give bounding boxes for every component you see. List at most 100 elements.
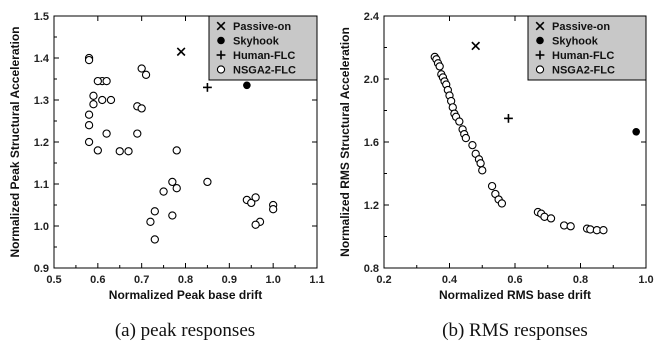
point-open-circle bbox=[172, 146, 181, 155]
y-tick-label: 1.0 bbox=[34, 221, 49, 233]
x-axis-label: Normalized RMS base drift bbox=[439, 288, 591, 302]
point-open-circle bbox=[84, 137, 94, 147]
legend-label: Human-FLC bbox=[552, 50, 614, 62]
peak-responses-panel: 0.5 0.6 0.7 0.8 0.9 1.0 1.1 0.9 1.0 1.1 1.2 1.3 1.4 1… bbox=[8, 11, 325, 341]
point-open-circle bbox=[435, 62, 444, 71]
legend-marker bbox=[217, 36, 225, 45]
point-open-circle bbox=[476, 159, 485, 168]
point-open-circle bbox=[89, 91, 98, 100]
point-open-circle bbox=[599, 226, 608, 235]
point-open-circle bbox=[146, 217, 155, 226]
point-x bbox=[471, 41, 481, 51]
legend-marker bbox=[216, 21, 226, 31]
point-open-circle bbox=[133, 129, 142, 138]
point-open-circle bbox=[172, 184, 181, 193]
legend-label: Skyhook bbox=[233, 36, 280, 48]
y-tick-label: 0.8 bbox=[364, 263, 379, 275]
point-plus bbox=[504, 113, 513, 123]
x-tick-label: 0.5 bbox=[46, 274, 61, 286]
point-open-circle bbox=[468, 140, 477, 150]
point-open-circle bbox=[455, 117, 464, 126]
legend-label: Human-FLC bbox=[233, 50, 295, 62]
panel-caption: (a) peak responses bbox=[115, 320, 255, 341]
legend-marker bbox=[216, 50, 226, 60]
point-open-circle bbox=[102, 129, 111, 138]
y-tick-label: 1.1 bbox=[34, 179, 49, 191]
point-open-circle bbox=[168, 177, 177, 187]
point-open-circle bbox=[84, 121, 94, 130]
x-tick-label: 0.8 bbox=[178, 274, 193, 286]
x-tick-label: 0.6 bbox=[90, 274, 105, 286]
y-tick-label: 2.0 bbox=[364, 74, 379, 86]
point-open-circle bbox=[461, 133, 471, 143]
point-open-circle bbox=[102, 76, 111, 86]
x-tick-label: 0.6 bbox=[507, 274, 522, 286]
legend-label: NSGA2-FLC bbox=[233, 65, 296, 77]
y-axis-label: Normalized Peak Structural Acceleration bbox=[8, 27, 22, 258]
legend-label: Passive-on bbox=[552, 21, 610, 33]
point-open-circle bbox=[141, 70, 151, 79]
point-open-circle bbox=[247, 198, 256, 208]
x-tick-label: 0.9 bbox=[222, 274, 237, 286]
point-open-circle bbox=[93, 146, 102, 155]
y-tick-label: 0.9 bbox=[34, 263, 49, 275]
x-tick-label: 0.7 bbox=[134, 274, 149, 286]
point-open-circle bbox=[89, 100, 98, 109]
panel-caption: (b) RMS responses bbox=[442, 320, 588, 341]
legend-box bbox=[208, 15, 318, 81]
legend-label: NSGA2-FLC bbox=[552, 65, 615, 77]
point-open-circle bbox=[84, 55, 94, 65]
point-filled-circle bbox=[632, 127, 640, 136]
point-open-circle bbox=[497, 199, 507, 208]
legend-label: Passive-on bbox=[233, 21, 291, 33]
point-open-circle bbox=[98, 95, 107, 105]
point-open-circle bbox=[269, 205, 278, 214]
x-axis-label: Normalized Peak base drift bbox=[109, 288, 262, 302]
point-open-circle bbox=[84, 110, 94, 119]
point-open-circle bbox=[251, 220, 260, 229]
y-tick-label: 1.4 bbox=[34, 53, 50, 65]
y-tick-label: 1.2 bbox=[34, 137, 49, 149]
legend-marker bbox=[535, 21, 545, 31]
point-open-circle bbox=[203, 177, 212, 187]
y-axis-label: Normalized RMS Structural Acceleration bbox=[338, 27, 352, 257]
point-open-circle bbox=[93, 76, 102, 86]
x-tick-label: 1.0 bbox=[266, 274, 281, 286]
point-open-circle bbox=[150, 207, 159, 216]
legend-box bbox=[527, 15, 647, 81]
x-tick-label: 1.1 bbox=[309, 274, 324, 286]
y-tick-label: 1.6 bbox=[364, 137, 379, 149]
legend-marker bbox=[535, 50, 545, 60]
legend-marker-stroke bbox=[535, 21, 545, 31]
x-tick-label: 0.2 bbox=[376, 274, 391, 286]
point-open-circle bbox=[251, 193, 260, 202]
point-open-circle bbox=[115, 147, 124, 156]
legend-marker-stroke bbox=[216, 21, 226, 31]
point-open-circle bbox=[546, 214, 556, 223]
y-tick-label: 2.4 bbox=[364, 11, 380, 23]
legend-label: Skyhook bbox=[552, 36, 599, 48]
point-open-circle bbox=[137, 104, 146, 113]
point-open-circle bbox=[159, 187, 168, 196]
y-tick-label: 1.3 bbox=[34, 95, 49, 107]
point-x-stroke bbox=[471, 41, 481, 51]
point-open-circle bbox=[566, 222, 575, 231]
y-tick-label: 1.2 bbox=[364, 200, 379, 212]
rms-responses-panel: 0.2 0.4 0.6 0.8 1.0 0.8 1.2 1.6 2.0 2.4 Normalized… bbox=[338, 11, 654, 341]
point-open-circle bbox=[478, 166, 487, 175]
point-open-circle bbox=[150, 235, 159, 244]
x-tick-label: 0.4 bbox=[442, 274, 458, 286]
x-tick-label: 1.0 bbox=[638, 274, 653, 286]
legend-marker bbox=[535, 65, 545, 74]
legend-marker bbox=[536, 36, 544, 45]
point-open-circle bbox=[168, 211, 177, 220]
y-tick-label: 1.5 bbox=[34, 11, 49, 23]
x-tick-label: 0.8 bbox=[573, 274, 588, 286]
point-open-circle bbox=[124, 147, 133, 156]
point-open-circle bbox=[137, 64, 146, 73]
point-plus bbox=[203, 83, 212, 92]
legend-marker bbox=[216, 65, 226, 74]
point-open-circle bbox=[487, 181, 497, 191]
point-x-stroke bbox=[176, 47, 186, 57]
